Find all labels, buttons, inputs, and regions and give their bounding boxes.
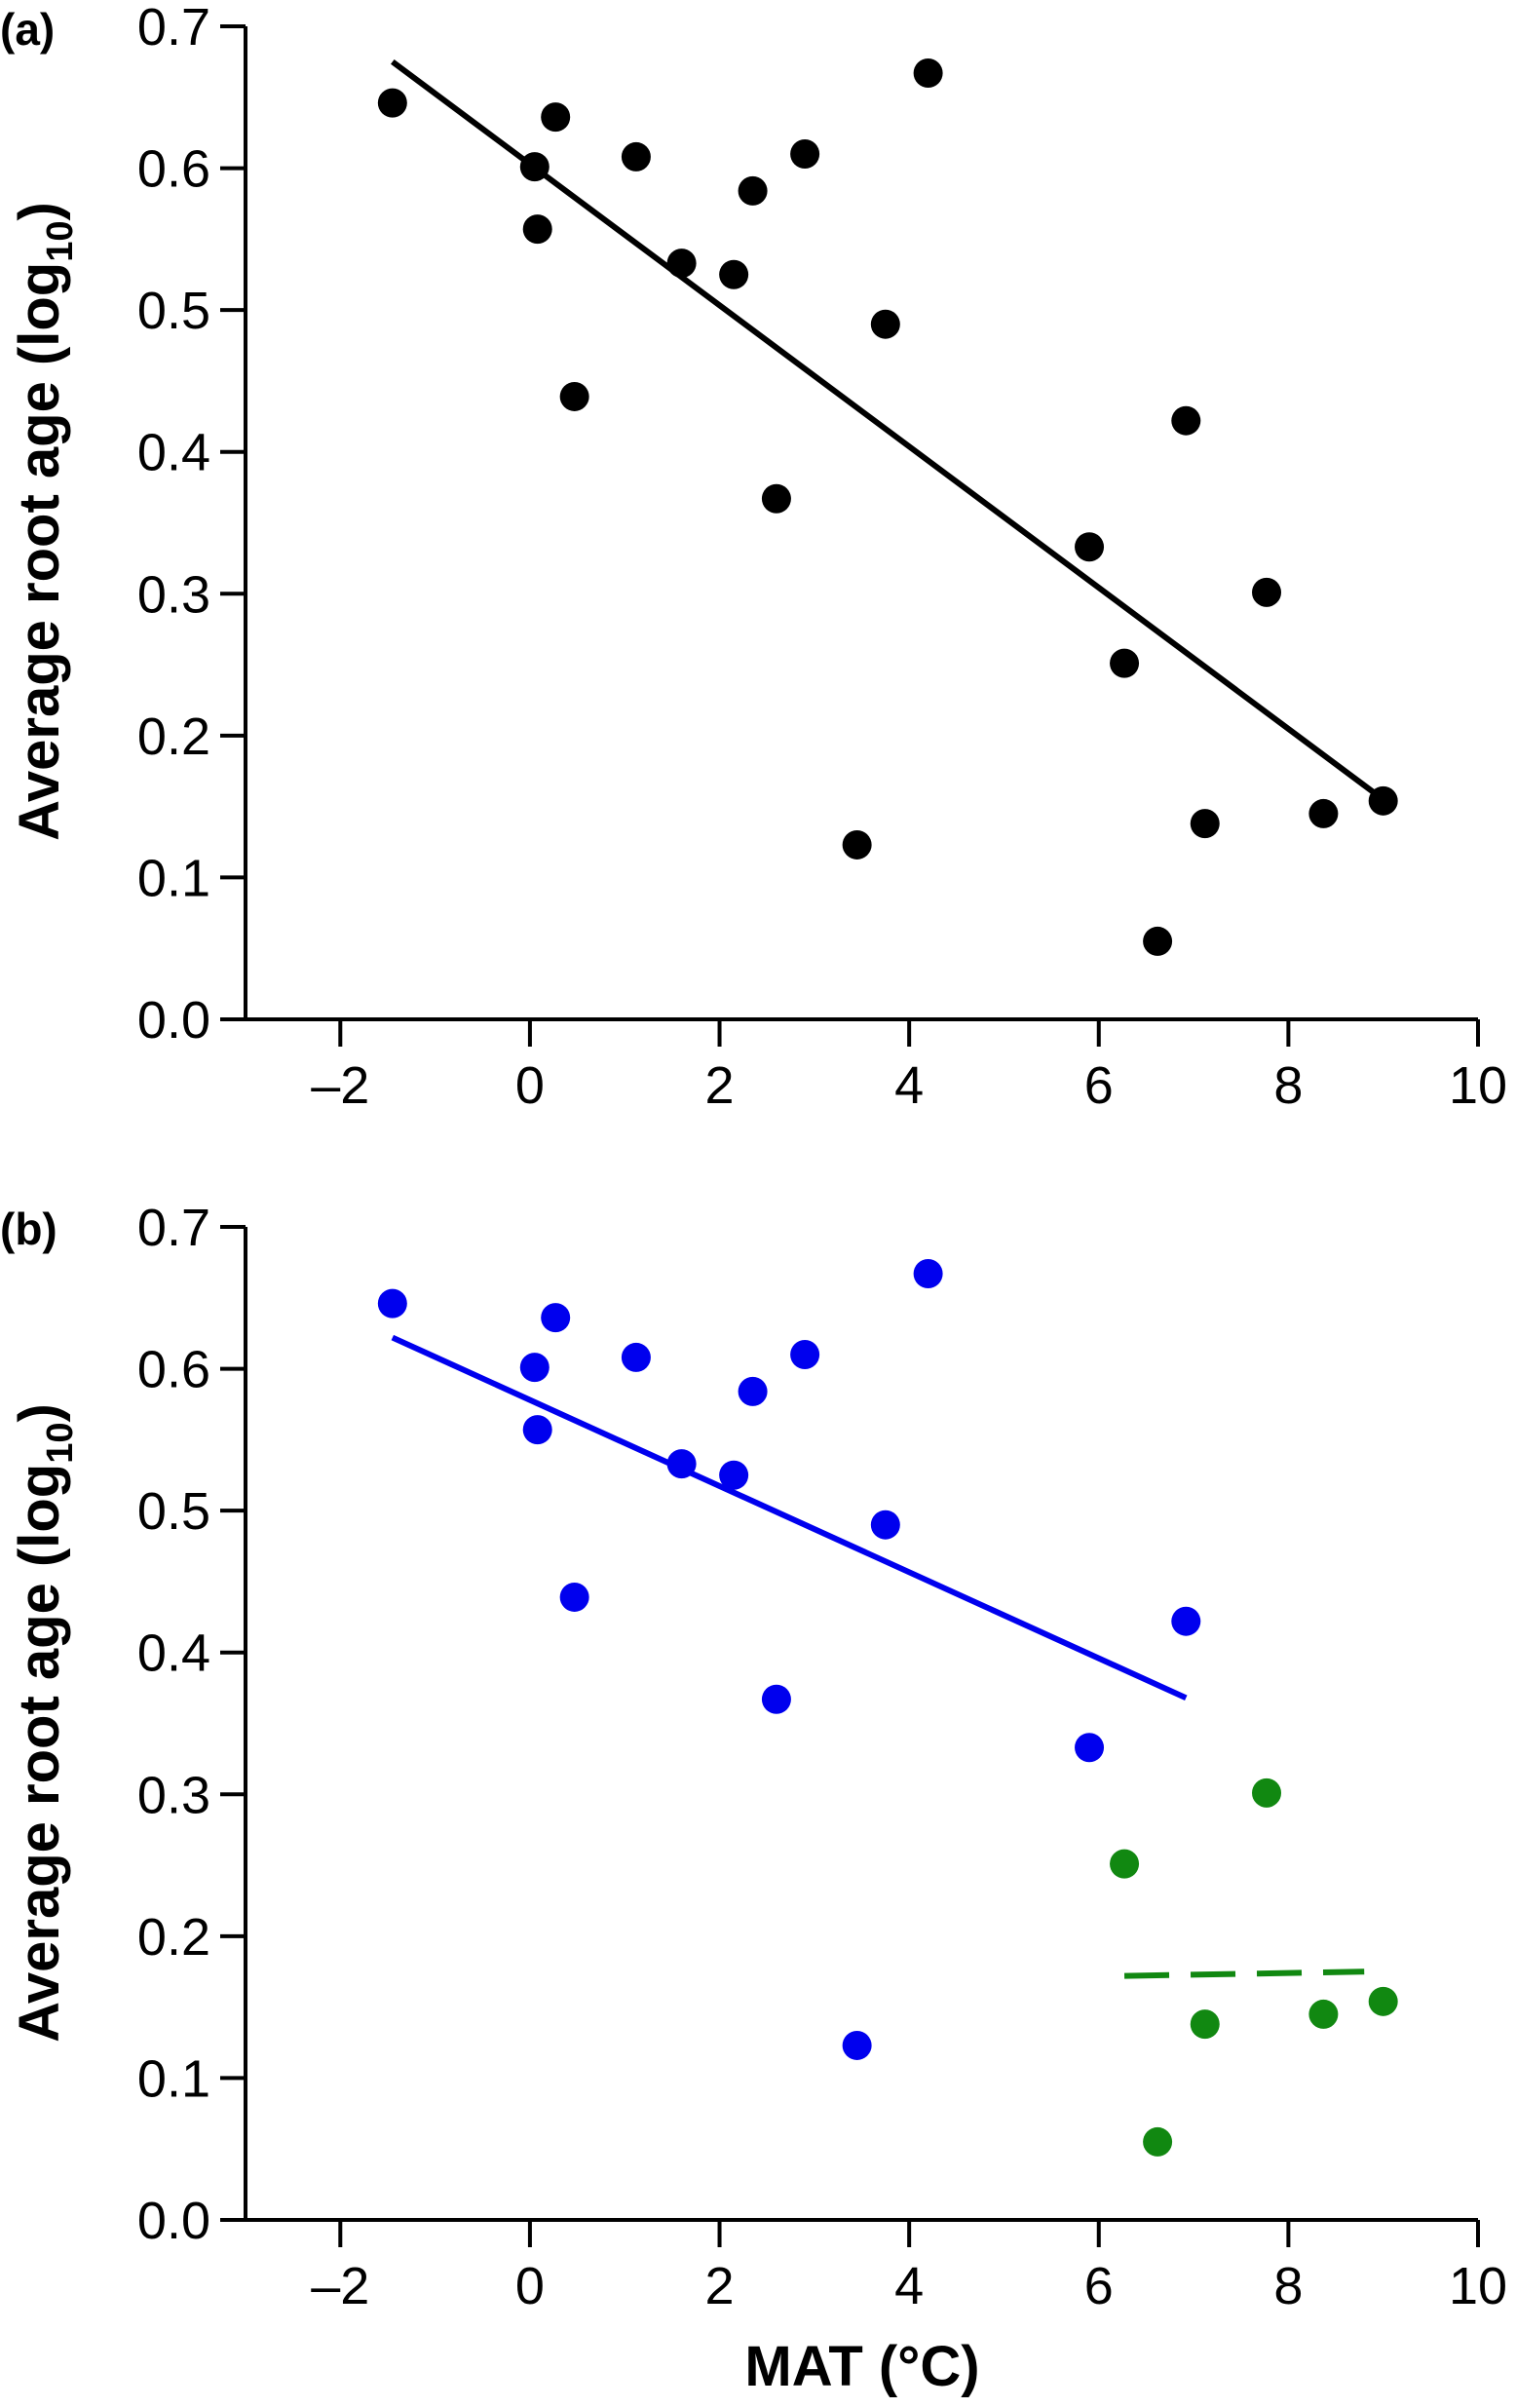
x-tick-label: 8 [1273, 2257, 1303, 2315]
panel-b-points [377, 1259, 1398, 2157]
y-tick-label: 0.6 [137, 140, 210, 199]
data-point [790, 139, 820, 170]
data-point [1075, 1733, 1105, 1763]
data-point [870, 309, 900, 339]
panel-a-fit-lines [391, 58, 1385, 802]
x-tick-label: 4 [894, 1056, 924, 1115]
x-tick-label: 8 [1273, 1056, 1303, 1115]
x-axis-title: MAT (°C) [744, 2335, 979, 2398]
panel-a: (a) –2 0 2 4 6 8 10 0.0 0.1 0.2 0.3 0.4 0.5 0.6 0.7 [0, 0, 1507, 1115]
y-tick-label: 0.2 [137, 707, 210, 766]
y-tick-label: 0.5 [137, 1482, 210, 1541]
x-tick-label: 6 [1084, 2257, 1114, 2315]
data-point [1110, 1849, 1140, 1879]
y-tick-label: 0.3 [137, 565, 210, 624]
panel-b-ticks: –2 0 2 4 6 8 10 0.0 0.1 0.2 0.3 0.4 0.5 0.6 0.7 [137, 1199, 1507, 2315]
fit-line [391, 1334, 1188, 1701]
data-point [913, 58, 943, 89]
x-tick-label: 10 [1449, 1056, 1507, 1115]
data-point [1171, 1606, 1201, 1636]
panel-b-fit-lines [391, 1334, 1365, 1979]
data-point [519, 152, 550, 182]
data-point [761, 483, 791, 514]
data-point [1368, 785, 1398, 816]
y-tick-label: 0.1 [137, 849, 210, 907]
fit-line [1123, 1968, 1365, 1979]
data-point [1252, 577, 1282, 607]
x-tick-label: –2 [311, 1056, 369, 1115]
y-tick-label: 0.2 [137, 1908, 210, 1967]
data-point [1110, 648, 1140, 678]
data-point [519, 1353, 550, 1383]
x-tick-label: 10 [1449, 2257, 1507, 2315]
data-point [541, 1303, 571, 1333]
data-point [719, 259, 749, 289]
data-point [738, 1376, 768, 1406]
data-point [842, 829, 872, 860]
panel-b: (b) –2 0 2 4 6 8 10 0.0 0.1 0.2 0.3 0.4 0.5 0.6 0.7 [0, 1199, 1507, 2315]
data-point [761, 1684, 791, 1714]
panel-a-ticks: –2 0 2 4 6 8 10 0.0 0.1 0.2 0.3 0.4 0.5 0.6 0.7 [137, 0, 1507, 1115]
x-tick-label: 6 [1084, 1056, 1114, 1115]
panel-b-label: (b) [0, 1204, 57, 1254]
data-point [913, 1259, 943, 1289]
panel-a-label: (a) [0, 4, 55, 55]
y-tick-label: 0.6 [137, 1341, 210, 1399]
x-tick-label: 2 [705, 1056, 735, 1115]
data-point [870, 1510, 900, 1540]
x-tick-label: 2 [705, 2257, 735, 2315]
data-point [1143, 926, 1173, 956]
data-point [738, 175, 768, 206]
data-point [541, 102, 571, 133]
y-tick-label: 0.0 [137, 2192, 210, 2250]
data-point [621, 141, 651, 172]
data-point [666, 1449, 697, 1479]
data-point [719, 1460, 749, 1490]
x-tick-label: –2 [311, 2257, 369, 2315]
y-tick-label: 0.5 [137, 282, 210, 340]
data-point [377, 1288, 407, 1319]
y-tick-label: 0.4 [137, 424, 210, 482]
data-point [559, 1582, 589, 1612]
data-point [1308, 1999, 1339, 2029]
y-tick-label: 0.7 [137, 1199, 210, 1257]
data-point [1143, 2126, 1173, 2157]
x-tick-label: 0 [515, 2257, 545, 2315]
x-tick-label: 4 [894, 2257, 924, 2315]
data-point [1190, 2009, 1220, 2040]
data-point [522, 214, 552, 245]
data-point [522, 1415, 552, 1445]
y-tick-label: 0.1 [137, 2049, 210, 2108]
y-tick-label: 0.7 [137, 0, 210, 57]
x-tick-label: 0 [515, 1056, 545, 1115]
data-point [1308, 798, 1339, 828]
data-point [790, 1340, 820, 1370]
data-point [666, 248, 697, 279]
data-point [1075, 532, 1105, 562]
data-point [842, 2030, 872, 2060]
y-tick-label: 0.4 [137, 1624, 210, 1683]
panel-b-y-axis-title: Average root age (log10) [8, 1403, 81, 2043]
fit-line [391, 58, 1385, 802]
data-point [377, 88, 407, 118]
panel-a-points [377, 58, 1398, 956]
data-point [621, 1342, 651, 1372]
data-point [1190, 809, 1220, 839]
data-point [559, 381, 589, 411]
data-point [1252, 1777, 1282, 1808]
panel-a-y-axis-title: Average root age (log10) [8, 202, 81, 841]
data-point [1171, 405, 1201, 436]
y-tick-label: 0.0 [137, 991, 210, 1050]
data-point [1368, 1986, 1398, 2016]
y-tick-label: 0.3 [137, 1766, 210, 1824]
